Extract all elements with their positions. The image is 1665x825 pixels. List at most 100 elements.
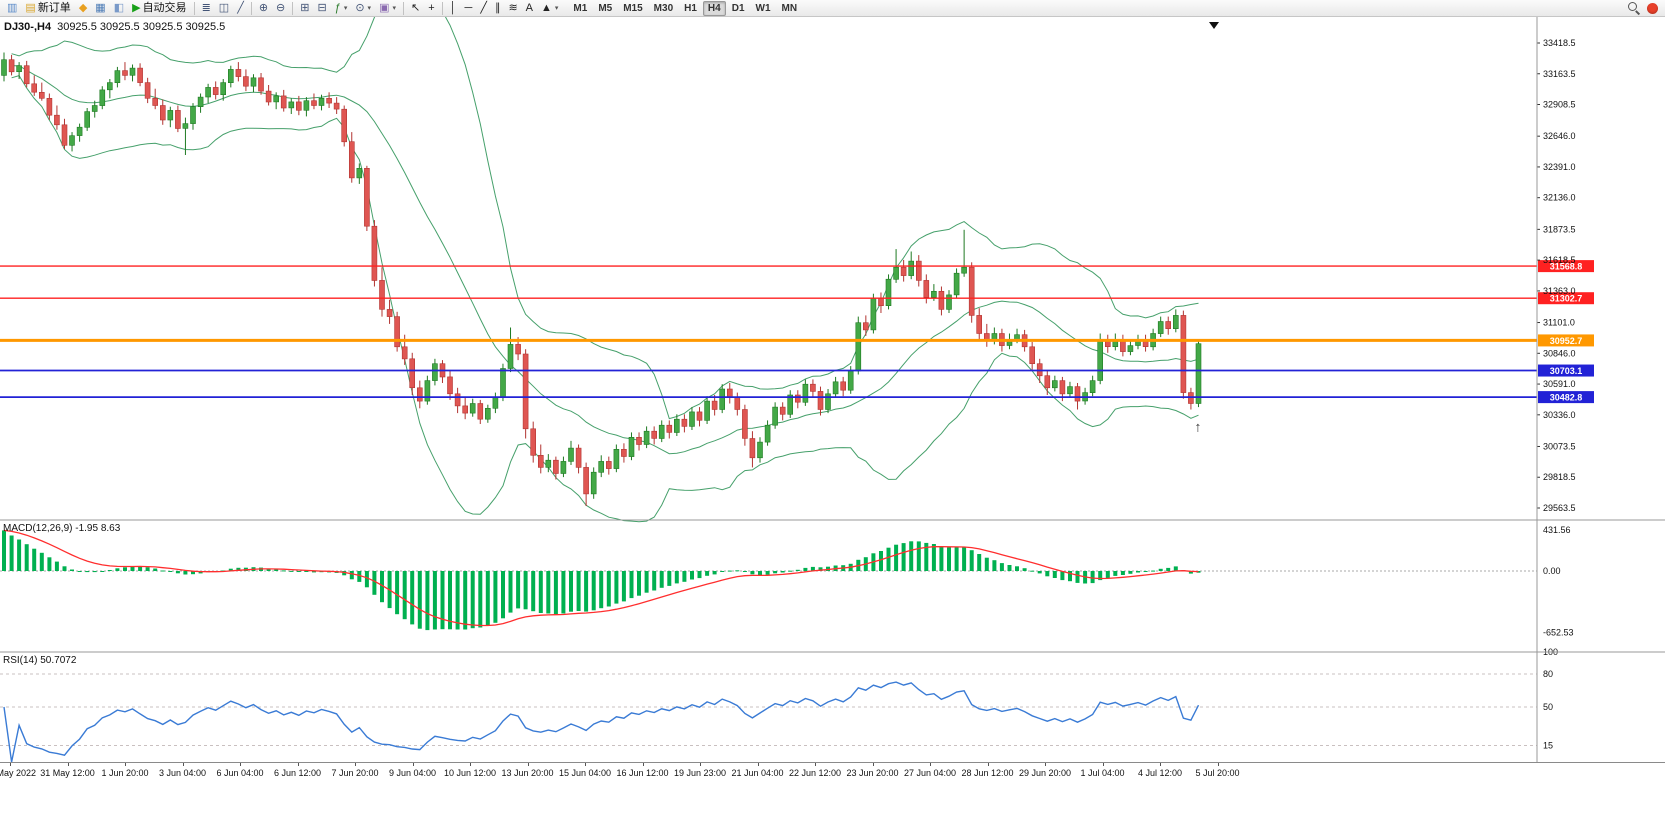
crosshair-button[interactable]: +: [424, 1, 438, 16]
candle: [91, 105, 98, 112]
macd-bar: [705, 571, 710, 576]
chart-canvas[interactable]: ↑ 31568.8 31302.7 30952.7 30703.1 30482.8 3341…: [0, 17, 1665, 762]
candle: [772, 406, 778, 426]
candle: [696, 411, 703, 421]
new-order-button[interactable]: ▤ 新订单: [21, 1, 74, 16]
auto-trading-button[interactable]: ▶ 自动交易: [128, 1, 190, 16]
timeframe-mn[interactable]: MN: [781, 2, 798, 14]
cursor-button[interactable]: ↖: [407, 1, 424, 16]
macd-bar: [637, 571, 641, 596]
fibonacci-button[interactable]: ≋: [504, 1, 521, 16]
candle: [1074, 386, 1081, 402]
toolbar-separator: [250, 1, 252, 15]
candle: [424, 380, 431, 402]
candle: [54, 114, 60, 126]
candle: [553, 459, 559, 474]
macd-bar: [727, 570, 732, 572]
candle: [878, 298, 884, 306]
candle: [1173, 315, 1179, 329]
macd-bar: [62, 566, 67, 571]
price-tick-label: 30073.5: [1543, 441, 1576, 451]
vertical-line-button[interactable]: │: [446, 1, 461, 16]
horizontal-line-button[interactable]: ─: [461, 1, 477, 16]
price-tag: [1538, 364, 1594, 377]
macd-tick-label: 431.56: [1543, 525, 1571, 535]
macd-bar: [886, 547, 891, 571]
zoom-out-button[interactable]: ⊖: [272, 1, 289, 16]
macd-bar: [516, 571, 521, 609]
timeframe-m5[interactable]: M5: [598, 2, 613, 14]
indicators-dropdown-icon[interactable]: ▾: [343, 5, 348, 12]
macd-bar: [750, 571, 755, 575]
candle: [1044, 375, 1051, 389]
candle: [658, 424, 665, 439]
price-tick-label: 31618.5: [1543, 255, 1576, 265]
macd-bar: [1188, 571, 1193, 574]
trendline-button[interactable]: ╱: [476, 1, 491, 16]
candle: [1029, 346, 1035, 364]
macd-bar: [931, 544, 936, 571]
search-icon[interactable]: [1627, 1, 1641, 15]
new-chart-button[interactable]: ▥: [3, 1, 21, 16]
macd-bar: [758, 571, 762, 576]
candle: [590, 471, 597, 495]
macd-bar: [380, 571, 384, 603]
zoom-in-button[interactable]: ⊕: [255, 1, 272, 16]
macd-bar: [599, 571, 604, 609]
timeframe-w1[interactable]: W1: [755, 2, 771, 14]
candle: [1, 59, 7, 76]
macd-bar: [160, 570, 165, 572]
indicators-button[interactable]: ƒ ▾: [331, 1, 352, 16]
arrows-button[interactable]: ▲ ▾: [537, 1, 562, 16]
macd-bar: [402, 571, 407, 620]
market-watch-button[interactable]: ▦: [91, 1, 109, 16]
price-tick-label: 32391.0: [1543, 162, 1576, 172]
candle: [137, 67, 143, 83]
tile-windows-button[interactable]: ⊞: [296, 1, 313, 16]
rsi-panel: [0, 673, 1537, 762]
timeframe-m1[interactable]: M1: [573, 2, 588, 14]
navigator-button[interactable]: ◆: [75, 1, 91, 16]
rsi-line: [3, 681, 1200, 762]
text-label-button[interactable]: A: [522, 1, 537, 16]
price-axis[interactable]: 31568.8 31302.7 30952.7 30703.1 30482.8 33418…: [1537, 38, 1594, 751]
timeframe-d1[interactable]: D1: [731, 2, 745, 14]
candle: [1157, 321, 1164, 334]
candle: [560, 461, 567, 474]
toolbar-separator: [441, 1, 443, 15]
price-tag: [1538, 334, 1594, 347]
periods-button[interactable]: ⊙ ▾: [351, 1, 375, 16]
bar-chart-button[interactable]: ≣: [198, 1, 215, 16]
macd-bar: [1037, 571, 1042, 574]
macd-bar: [1136, 571, 1140, 573]
candle: [1052, 380, 1058, 389]
macd-bar: [266, 568, 271, 571]
candle: [318, 98, 325, 106]
periods-dropdown-icon[interactable]: ▾: [367, 5, 372, 12]
macd-bar: [145, 567, 150, 571]
templates-dropdown-icon[interactable]: ▾: [392, 5, 396, 12]
equidistant-channel-button[interactable]: ∥: [491, 1, 505, 16]
macd-bar: [1151, 570, 1156, 572]
macd-bar: [153, 568, 158, 571]
timeframe-m30[interactable]: M30: [653, 2, 674, 14]
arrows-dropdown-icon[interactable]: ▾: [554, 5, 559, 12]
macd-bar: [281, 570, 286, 572]
cascade-windows-button[interactable]: ⊟: [313, 1, 330, 16]
candle: [1188, 392, 1194, 404]
timeframe-m15[interactable]: M15: [623, 2, 643, 14]
vertical-line-icon: │: [449, 1, 457, 14]
macd-bar: [1196, 571, 1201, 573]
line-chart-button[interactable]: ╱: [233, 1, 248, 16]
timeframe-h1[interactable]: H1: [684, 2, 697, 14]
notification-badge-icon[interactable]: [1647, 2, 1658, 14]
candle: [326, 98, 332, 104]
templates-button[interactable]: ▣ ▾: [375, 1, 400, 16]
timeframe-h4[interactable]: H4: [702, 0, 726, 16]
data-window-button[interactable]: ◧: [110, 1, 128, 16]
candlestick-chart-button[interactable]: ◫: [215, 1, 233, 16]
level-lines[interactable]: [0, 265, 1537, 399]
macd-bar: [312, 571, 316, 573]
macd-bar: [606, 571, 611, 607]
